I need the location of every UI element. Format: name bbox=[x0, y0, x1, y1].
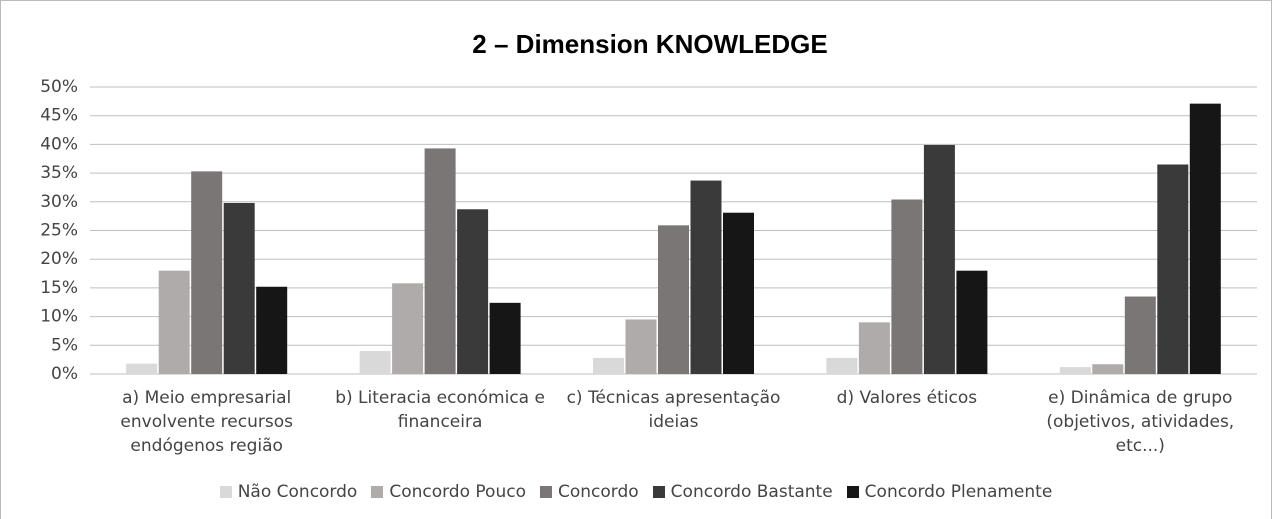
legend-item: Concordo Plenamente bbox=[846, 482, 1053, 502]
legend-swatch bbox=[219, 486, 232, 498]
bar bbox=[690, 180, 722, 374]
bar bbox=[891, 199, 923, 374]
bar bbox=[923, 144, 955, 374]
bar bbox=[658, 225, 689, 374]
bar bbox=[956, 270, 988, 374]
legend-swatch bbox=[539, 486, 552, 498]
y-tick-label: 0% bbox=[51, 364, 78, 384]
bar bbox=[489, 302, 521, 374]
legend-label: Concordo Bastante bbox=[670, 482, 833, 502]
y-tick-label: 20% bbox=[40, 249, 78, 269]
legend-label: Não Concordo bbox=[237, 482, 358, 502]
bar bbox=[126, 363, 158, 374]
bar bbox=[826, 357, 858, 374]
x-tick-label: b) Literacia económica e financeira bbox=[335, 388, 545, 432]
bar bbox=[256, 286, 288, 374]
y-tick-label: 15% bbox=[40, 278, 78, 298]
bar bbox=[723, 212, 754, 374]
bar bbox=[424, 148, 456, 374]
legend: Não Concordo Concordo Pouco Concordo Concor… bbox=[0, 482, 1272, 502]
legend-swatch bbox=[652, 486, 665, 498]
legend-label: Concordo bbox=[557, 482, 639, 502]
legend-swatch bbox=[846, 486, 859, 498]
y-tick-label: 30% bbox=[40, 192, 78, 212]
legend-label: Concordo Pouco bbox=[389, 482, 526, 502]
bar bbox=[1157, 164, 1189, 374]
x-tick-label: a) Meio empresarial envolvente recursos … bbox=[120, 388, 293, 456]
bar bbox=[359, 351, 391, 374]
y-tick-label: 45% bbox=[40, 106, 78, 126]
legend-item: Não Concordo bbox=[219, 482, 358, 502]
legend-swatch bbox=[371, 486, 384, 498]
bar bbox=[158, 270, 190, 374]
x-tick-label: e) Dinâmica de grupo (objetivos, ativida… bbox=[1046, 388, 1235, 456]
legend-item: Concordo bbox=[539, 482, 639, 502]
legend-label: Concordo Plenamente bbox=[864, 482, 1053, 502]
chart-title: 2 – Dimension KNOWLEDGE bbox=[472, 29, 827, 59]
x-tick-label: c) Técnicas apresentação ideias bbox=[566, 388, 781, 432]
bar bbox=[1059, 367, 1091, 374]
bar bbox=[593, 357, 624, 374]
y-tick-label: 40% bbox=[40, 134, 78, 154]
bar bbox=[625, 319, 657, 374]
y-tick-label: 5% bbox=[51, 335, 78, 355]
y-tick-label: 35% bbox=[40, 163, 78, 183]
bar bbox=[1092, 364, 1124, 374]
y-tick-label: 10% bbox=[40, 307, 78, 327]
legend-item: Concordo Bastante bbox=[652, 482, 833, 502]
bar bbox=[191, 171, 223, 374]
legend-item: Concordo Pouco bbox=[371, 482, 526, 502]
y-tick-label: 25% bbox=[40, 221, 78, 241]
bar bbox=[1124, 296, 1156, 374]
bar bbox=[1189, 103, 1221, 374]
y-tick-label: 50% bbox=[40, 77, 78, 97]
bar bbox=[392, 283, 424, 374]
bar bbox=[223, 202, 255, 374]
x-tick-label: d) Valores éticos bbox=[836, 388, 978, 408]
bar bbox=[457, 209, 489, 374]
bar bbox=[858, 322, 890, 374]
